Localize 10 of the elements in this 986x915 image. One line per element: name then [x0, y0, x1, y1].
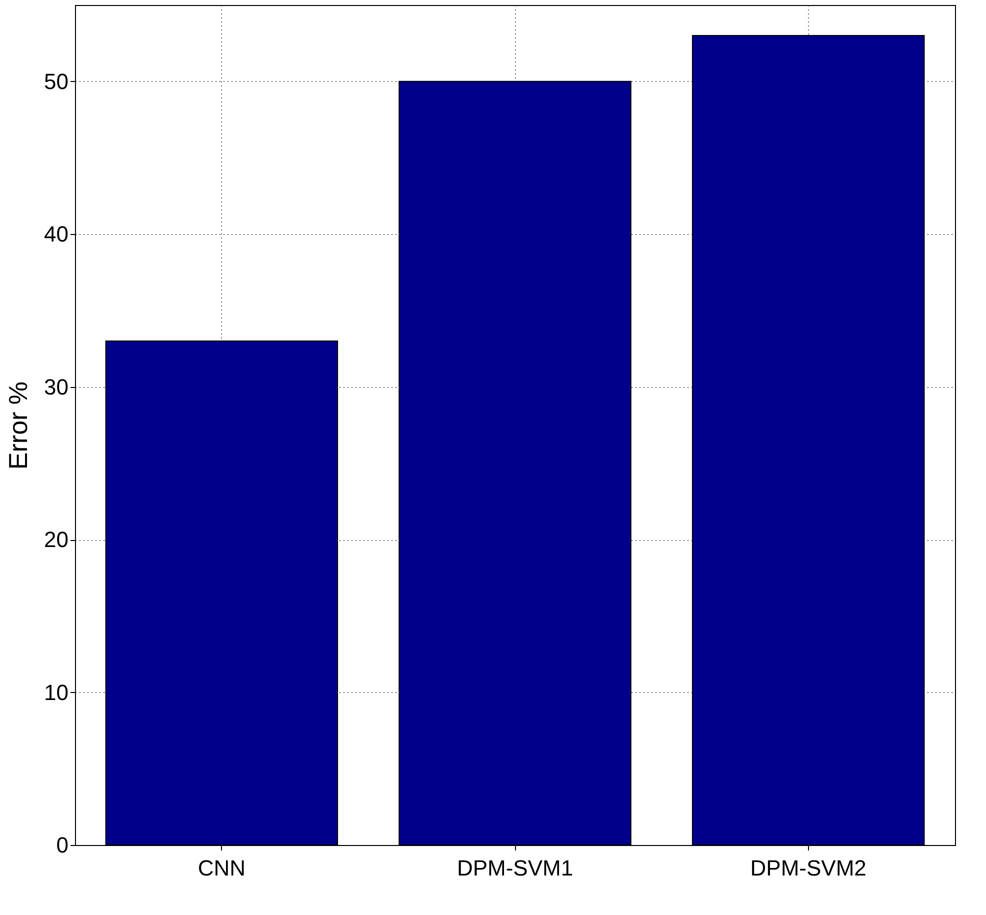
- y-axis-title: Error %: [3, 381, 34, 470]
- y-tick-label: 20: [44, 527, 68, 552]
- y-tick-label: 10: [44, 680, 68, 705]
- y-tick-label: 40: [44, 222, 68, 247]
- x-tick-label: CNN: [198, 856, 246, 880]
- x-tick-label: DPM-SVM2: [750, 856, 866, 880]
- y-tick-label: 50: [44, 68, 68, 94]
- y-tick-label: 0: [56, 832, 68, 858]
- y-tick-label: 30: [44, 374, 68, 400]
- x-tick-label: DPM-SVM1: [456, 856, 574, 880]
